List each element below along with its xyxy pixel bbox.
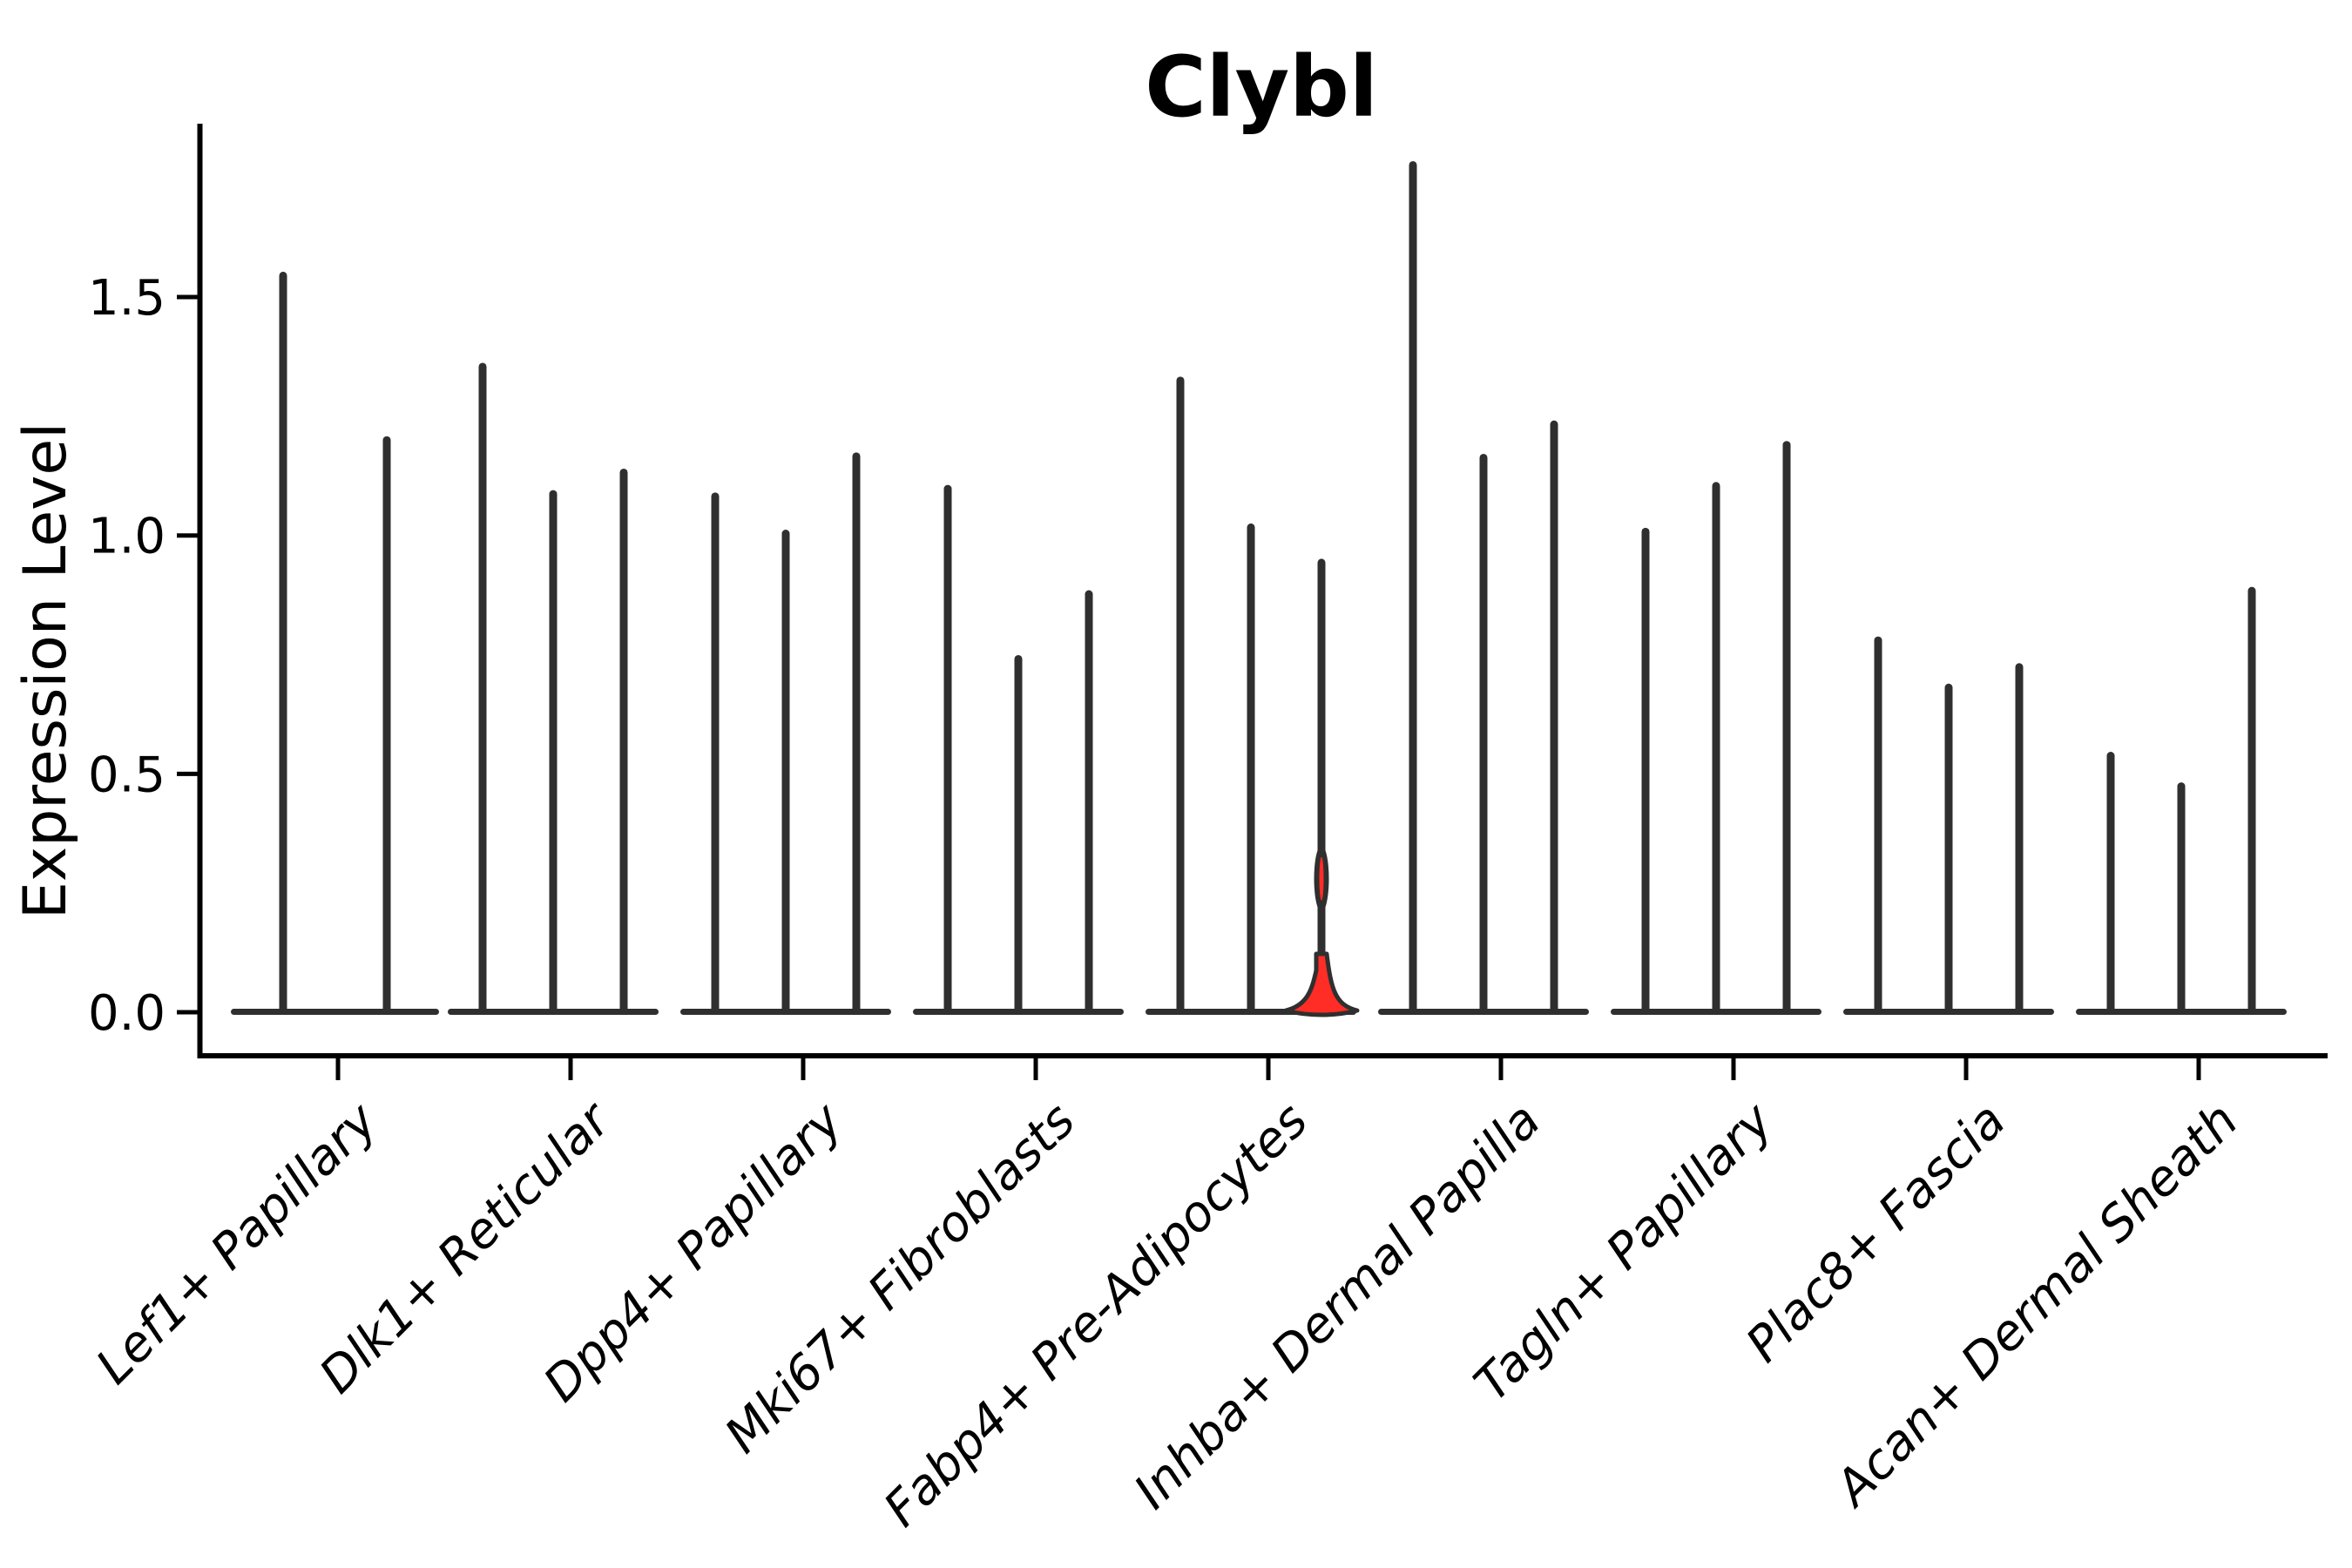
y-tick-label: 0.0 [88, 985, 166, 1042]
y-axis-ticks: 0.0 0.5 1.0 1.5 [88, 270, 199, 1042]
highlight-violin-base [1283, 951, 1360, 1017]
violins-layer [231, 160, 2287, 1017]
y-tick-label: 1.5 [88, 270, 166, 327]
violin-body-baseline [231, 1009, 439, 1015]
y-tick-label: 0.5 [88, 747, 166, 803]
y-axis-label: Expression Level [11, 422, 80, 919]
y-tick-label: 1.0 [88, 509, 166, 565]
chart-title: Clybl [1145, 38, 1378, 136]
highlight-violin-bulge-core [1319, 856, 1324, 901]
